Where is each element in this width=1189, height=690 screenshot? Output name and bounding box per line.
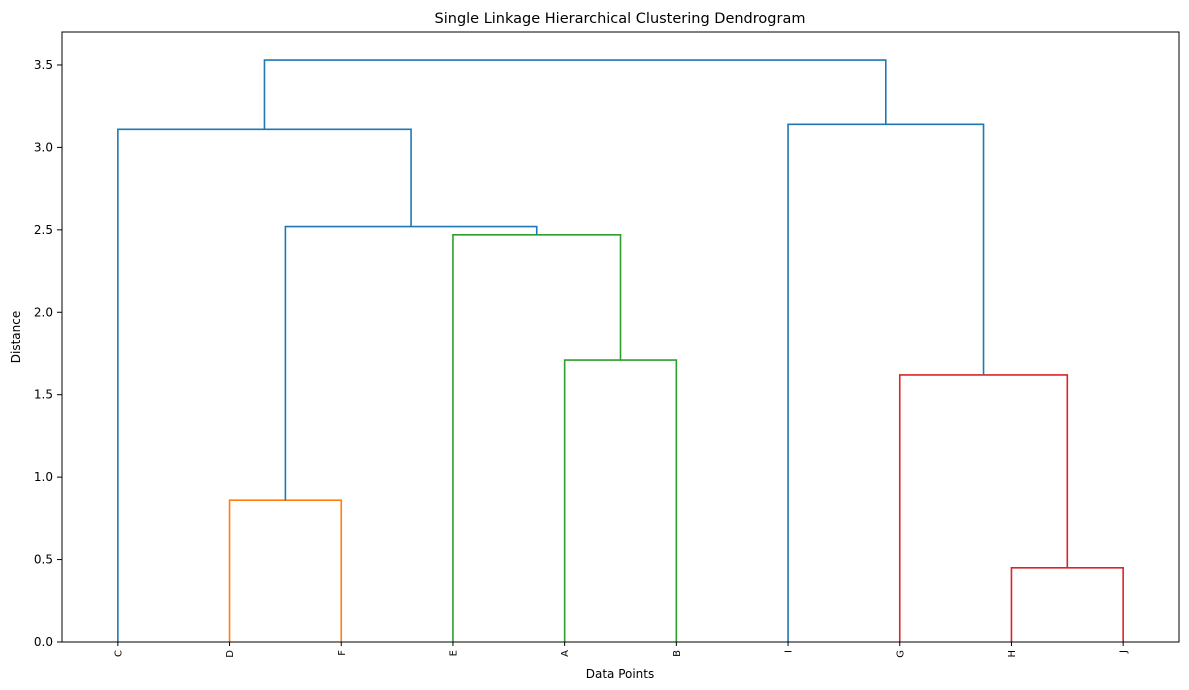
leaf-label-D: D	[225, 650, 236, 658]
x-axis-title: Data Points	[586, 667, 655, 681]
y-axis: 0.0 0.5 1.0 1.5 2.0 2.5 3.0 3.5	[34, 58, 62, 649]
dendrogram-link-9	[263, 59, 887, 130]
chart-title: Single Linkage Hierarchical Clustering D…	[435, 11, 806, 27]
leaf-label-A: A	[560, 650, 571, 657]
leaf-label-H: H	[1007, 650, 1018, 658]
y-tick-label-4: 2.0	[34, 305, 53, 319]
y-tick-label-7: 3.5	[34, 58, 53, 72]
y-tick-label-5: 2.5	[34, 223, 53, 237]
leaf-label-J: J	[1119, 650, 1130, 654]
leaf-label-I: I	[784, 650, 795, 653]
leaf-label-C: C	[113, 650, 124, 657]
leaf-label-B: B	[672, 650, 683, 657]
y-axis-title: Distance	[9, 311, 23, 363]
y-tick-label-1: 0.5	[34, 553, 53, 567]
leaf-label-G: G	[895, 650, 906, 658]
y-tick-label-0: 0.0	[34, 635, 53, 649]
y-tick-label-2: 1.0	[34, 470, 53, 484]
links-layer	[117, 59, 1124, 642]
y-tick-label-6: 3.0	[34, 140, 53, 154]
leaf-label-F: F	[337, 650, 348, 656]
y-tick-label-3: 1.5	[34, 388, 53, 402]
leaf-label-E: E	[448, 650, 459, 656]
plot-frame	[61, 31, 1180, 643]
